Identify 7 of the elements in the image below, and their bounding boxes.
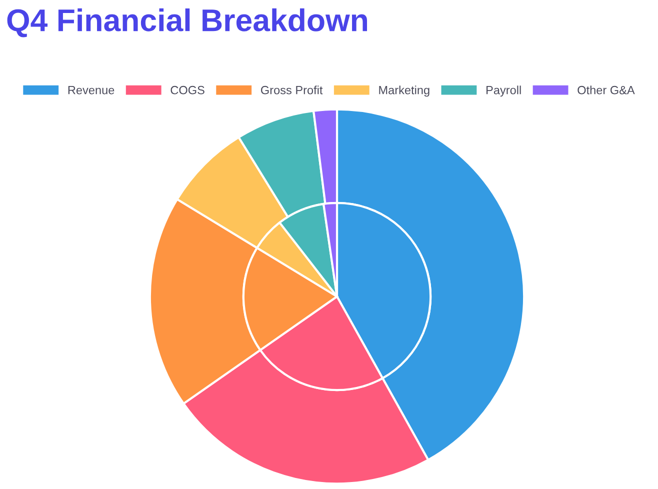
legend-label: Marketing: [379, 86, 430, 97]
legend-label: Gross Profit: [261, 86, 323, 94]
legend-label: COGS: [170, 86, 204, 94]
legend-label: Payroll: [486, 86, 521, 97]
legend-label: Other G&A: [578, 86, 635, 94]
chart-title: Q4 Financial Breakdown: [7, 8, 368, 38]
legend-label: Revenue: [68, 86, 114, 94]
